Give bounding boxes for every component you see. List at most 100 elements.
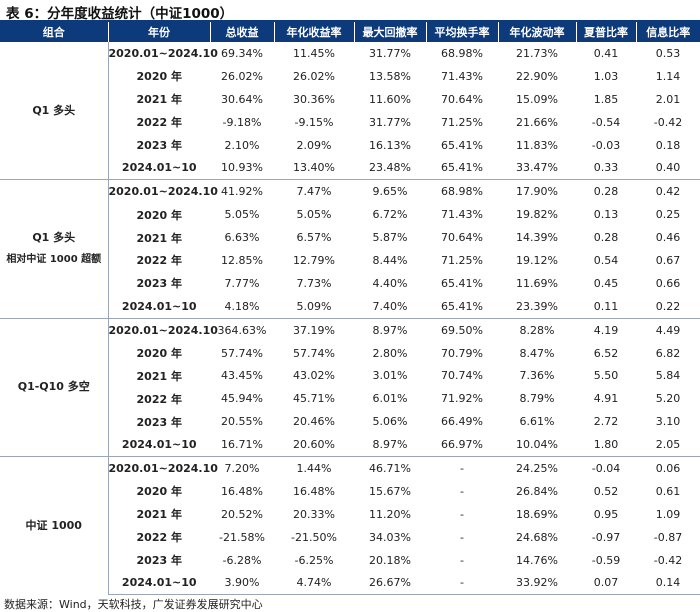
info-ratio-cell: 0.40 — [655, 161, 681, 175]
info-ratio-cell: -0.87 — [653, 530, 683, 544]
period-cell: 2023 年 — [136, 554, 182, 568]
info-ratio-cell: 0.67 — [655, 253, 681, 267]
max-drawdown-cell: 11.20% — [369, 507, 411, 521]
total-return-cell: 16.48% — [221, 484, 263, 498]
info-ratio-cell: 5.84 — [655, 369, 681, 383]
total-return-cell: 12.85% — [221, 253, 263, 267]
group-name: 中证 1000 — [25, 518, 82, 532]
table-row: 2023 年 20.55% 20.46% 5.06% 66.49% 6.61% 2.72 3.… — [0, 410, 700, 433]
period-cell: 2022 年 — [136, 116, 182, 130]
turnover-cell: 71.92% — [441, 392, 483, 406]
annual-return-cell: 57.74% — [293, 346, 335, 360]
column-header-turnover: 平均换手率 — [425, 22, 498, 42]
group-cell: Q1 多头 相对中证 1000 超额 — [0, 179, 109, 319]
annual-return-cell: 1.44% — [274, 456, 354, 480]
info-ratio-cell: 0.18 — [655, 138, 681, 152]
max-drawdown-cell: 34.03% — [369, 530, 411, 544]
max-drawdown-cell: 31.77% — [369, 115, 411, 129]
period-cell: 2021 年 — [136, 93, 182, 107]
max-drawdown-cell: 26.67% — [354, 571, 426, 596]
sharpe-cell: 4.91 — [593, 392, 619, 406]
info-ratio-cell: 2.01 — [655, 92, 681, 106]
column-header-group: 组合 — [0, 22, 108, 42]
column-header-volatility: 年化波动率 — [497, 22, 576, 42]
table-row: 中证 1000 2020.01~2024.10 7.20% 1.44% 46.71% -2… — [0, 456, 700, 595]
sharpe-cell: 0.52 — [593, 484, 619, 498]
total-return-cell: 69.34% — [221, 46, 263, 60]
turnover-cell: - — [460, 553, 464, 567]
annual-return-cell: 7.47% — [274, 179, 354, 204]
volatility-cell: 7.36% — [519, 369, 555, 383]
table-row: 2023 年 2.10% 2.09% 16.13% 65.41% 11.83% -0.03 0… — [0, 134, 700, 157]
volatility-cell: 21.66% — [516, 115, 558, 129]
sharpe-cell: 0.11 — [593, 299, 619, 313]
sharpe-cell: 1.80 — [593, 438, 619, 452]
total-return-cell: 30.64% — [221, 92, 263, 106]
info-ratio-cell: 0.66 — [655, 276, 681, 290]
column-header-max-drawdown: 最大回撤率 — [353, 22, 426, 42]
volatility-cell: 15.09% — [516, 92, 558, 106]
table-row: Q1 多头 2020.01~2024.10 69.34% 11.45% 31.77% 68… — [0, 42, 700, 180]
annual-return-cell: 12.79% — [293, 253, 335, 267]
table-row: 2021 年 30.64% 30.36% 11.60% 70.64% 15.09% 1.85… — [0, 88, 700, 111]
max-drawdown-cell: 9.65% — [354, 179, 426, 204]
table-row: 2023 年 -6.28% -6.25% 20.18% - 14.76% -0.59 -0.4… — [0, 549, 700, 572]
info-ratio-cell: 0.14 — [636, 571, 700, 596]
sharpe-cell: 0.13 — [593, 208, 619, 222]
period-cell: 2022 年 — [136, 392, 182, 406]
turnover-cell: 66.49% — [441, 415, 483, 429]
table-row: 2020 年 26.02% 26.02% 13.58% 71.43% 22.90% 1.03… — [0, 65, 700, 88]
max-drawdown-cell: 8.97% — [372, 438, 408, 452]
table-header-row: 组合 年份 总收益 年化收益率 最大回撤率 平均换手率 年化波动率 夏普比率 信… — [0, 22, 700, 42]
sharpe-cell: -0.59 — [591, 553, 621, 567]
volatility-cell: 22.90% — [516, 69, 558, 83]
sharpe-cell: -0.03 — [591, 138, 621, 152]
info-ratio-cell: 0.46 — [655, 231, 681, 245]
volatility-cell: 11.69% — [516, 276, 558, 290]
turnover-cell: 68.98% — [441, 46, 483, 60]
total-return-cell: 45.94% — [221, 392, 263, 406]
turnover-cell: 65.41% — [441, 138, 483, 152]
max-drawdown-cell: 20.18% — [369, 553, 411, 567]
turnover-cell: 71.43% — [441, 69, 483, 83]
total-return-cell: 6.63% — [224, 231, 260, 245]
volatility-cell: 24.25% — [498, 456, 576, 480]
max-drawdown-cell: 7.40% — [372, 299, 408, 313]
group-cell: Q1-Q10 多空 — [0, 317, 109, 457]
sharpe-cell: 5.50 — [593, 369, 619, 383]
total-return-cell: 20.55% — [221, 415, 263, 429]
column-header-total-return: 总收益 — [209, 22, 274, 42]
annual-return-cell: 6.57% — [296, 231, 332, 245]
total-return-cell: 364.63% — [210, 317, 274, 342]
annual-return-cell: 16.48% — [293, 484, 335, 498]
period-cell: 2024.01~10 — [121, 299, 197, 313]
annual-return-cell: 20.33% — [293, 507, 335, 521]
sharpe-cell: -0.54 — [591, 115, 621, 129]
max-drawdown-cell: 11.60% — [369, 92, 411, 106]
annual-return-cell: 13.40% — [293, 161, 335, 175]
table-row: 2024.01~10 16.71% 20.60% 8.97% 66.97% 10.04% 1… — [0, 433, 700, 456]
sharpe-cell: 0.45 — [593, 276, 619, 290]
period-cell: 2020.01~2024.10 — [108, 317, 218, 342]
max-drawdown-cell: 15.67% — [369, 484, 411, 498]
total-return-cell: 20.52% — [221, 507, 263, 521]
sharpe-cell: 2.72 — [593, 415, 619, 429]
info-ratio-cell: 0.42 — [636, 179, 700, 204]
volatility-cell: 33.47% — [516, 161, 558, 175]
table-row: 2024.01~10 10.93% 13.40% 23.48% 65.41% 33.47%… — [0, 156, 700, 179]
sharpe-cell: 6.52 — [593, 346, 619, 360]
volatility-cell: 17.90% — [498, 179, 576, 204]
sharpe-cell: 1.85 — [593, 92, 619, 106]
volatility-cell: 18.69% — [516, 507, 558, 521]
info-ratio-cell: 6.82 — [655, 346, 681, 360]
turnover-cell: 70.64% — [441, 92, 483, 106]
max-drawdown-cell: 16.13% — [369, 138, 411, 152]
max-drawdown-cell: 2.80% — [372, 346, 408, 360]
returns-table: 组合 年份 总收益 年化收益率 最大回撤率 平均换手率 年化波动率 夏普比率 信… — [0, 22, 700, 596]
turnover-cell: - — [426, 571, 498, 596]
annual-return-cell: 37.19% — [274, 317, 354, 342]
total-return-cell: 10.93% — [221, 161, 263, 175]
sharpe-cell: 0.41 — [593, 46, 619, 60]
period-cell: 2022 年 — [136, 254, 182, 268]
period-cell: 2020 年 — [136, 347, 182, 361]
